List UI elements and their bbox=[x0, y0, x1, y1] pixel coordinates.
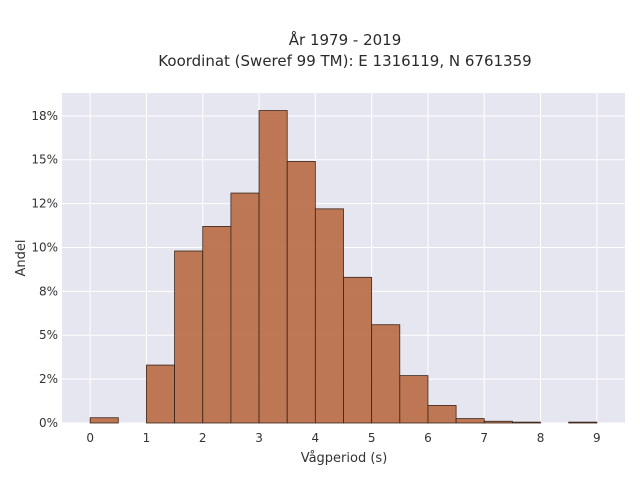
x-tick-label-6: 6 bbox=[424, 431, 432, 445]
x-axis-title: Vågperiod (s) bbox=[301, 451, 388, 466]
histogram-bar-1 bbox=[146, 364, 175, 424]
histogram-bar-11 bbox=[427, 405, 457, 424]
histogram-bar-6 bbox=[286, 161, 316, 424]
x-tick-label-4: 4 bbox=[312, 431, 320, 445]
bars bbox=[89, 110, 598, 424]
histogram-bar-2 bbox=[174, 250, 204, 424]
y-tick-label-5: 12% bbox=[31, 197, 58, 211]
x-tick-label-2: 2 bbox=[199, 431, 207, 445]
y-tick-label-3: 8% bbox=[39, 284, 58, 298]
y-axis-ticks: 0% 2% 5% 8% 10% 12% 15% 18% bbox=[31, 109, 58, 430]
x-tick-label-5: 5 bbox=[368, 431, 376, 445]
histogram-bar-3 bbox=[202, 226, 232, 424]
histogram-bar-9 bbox=[371, 324, 401, 424]
x-tick-label-8: 8 bbox=[537, 431, 545, 445]
x-tick-label-0: 0 bbox=[86, 431, 94, 445]
y-tick-label-2: 5% bbox=[39, 328, 58, 342]
y-tick-label-1: 2% bbox=[39, 372, 58, 386]
histogram-bar-8 bbox=[343, 276, 373, 424]
y-tick-label-6: 15% bbox=[31, 153, 58, 167]
histogram-bar-10 bbox=[399, 375, 429, 424]
x-axis-ticks: 0 1 2 3 4 5 6 7 8 9 bbox=[86, 431, 600, 445]
y-tick-label-4: 10% bbox=[31, 240, 58, 254]
histogram-bar-12 bbox=[455, 418, 485, 424]
x-tick-label-1: 1 bbox=[143, 431, 151, 445]
y-tick-label-7: 18% bbox=[31, 109, 58, 123]
x-tick-label-9: 9 bbox=[593, 431, 601, 445]
y-axis-title: Andel bbox=[14, 240, 29, 277]
histogram-bar-5 bbox=[258, 110, 288, 424]
histogram-bar-13 bbox=[483, 420, 513, 424]
histogram-bar-14 bbox=[512, 421, 541, 424]
chart-title-line-1: År 1979 - 2019 bbox=[289, 30, 402, 49]
x-tick-label-7: 7 bbox=[480, 431, 488, 445]
histogram-bar-0 bbox=[89, 417, 119, 424]
chart-title-line-2: Koordinat (Sweref 99 TM): E 1316119, N 6… bbox=[158, 52, 531, 70]
histogram-bar-15 bbox=[568, 421, 598, 424]
x-tick-label-3: 3 bbox=[255, 431, 263, 445]
histogram-bar-4 bbox=[230, 192, 260, 424]
y-tick-label-0: 0% bbox=[39, 416, 58, 430]
histogram-bar-7 bbox=[314, 208, 344, 424]
